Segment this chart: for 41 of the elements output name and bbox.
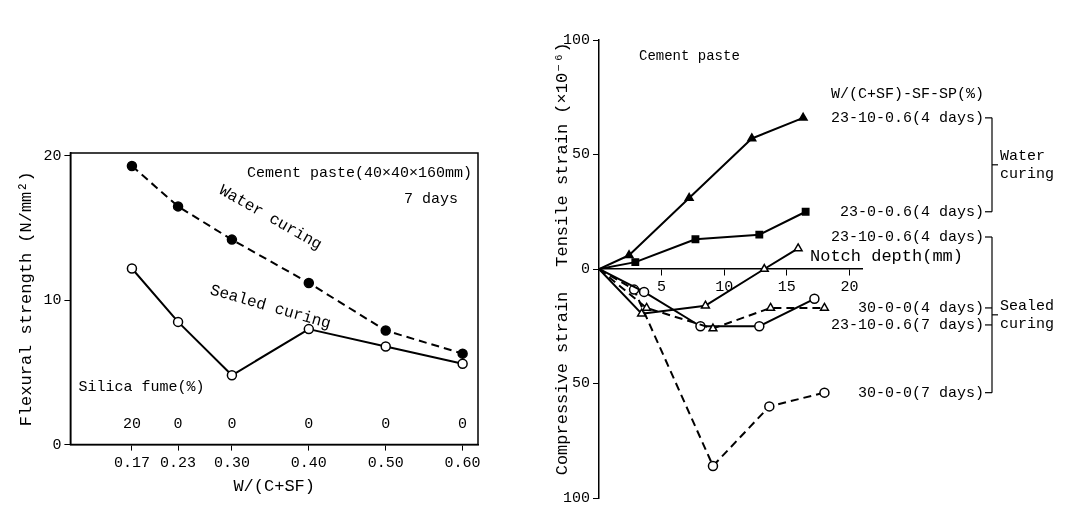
text: Sealed curing [207,281,333,334]
x-tick-label: 15 [777,278,796,296]
x-tick-label: 5 [657,278,667,296]
annotation: Cement paste(40×40×160mm) [246,164,472,182]
annotation: 7 days [403,190,458,208]
annotation: 0 [304,415,314,433]
annotation: 0 [381,415,391,433]
x-tick-label: 0.40 [290,454,327,472]
y-axis-title: Flexural strength (N/mm²) [16,171,36,427]
y-tick-label: 100 [562,489,590,507]
legend-label: 23-10-0.6(4 days) [830,228,984,246]
x-tick-label: 0.60 [444,454,481,472]
annotation: Silica fume(%) [78,378,205,396]
x-tick-label: 0.30 [213,454,250,472]
legend-label: 30-0-0(7 days) [857,384,984,402]
y-tick-label: 20 [43,147,62,165]
x-tick-label: 0.17 [113,454,150,472]
x-tick-label: 20 [840,278,859,296]
y-tick-label: 50 [571,375,590,393]
x-axis-title: Notch depth(mm) [810,246,964,266]
legend-label: 23-0-0.6(4 days) [839,203,984,221]
y-tick-label: 50 [571,146,590,164]
y-tick-label: 10 [43,292,62,310]
text: Sealed curing [1000,297,1055,333]
annotation: 0 [458,415,468,433]
text: Compressive strain [552,291,572,476]
text: Water curing [1000,147,1055,183]
legend-label: 23-10-0.6(7 days) [830,316,984,334]
annotation: 20 [122,415,141,433]
y-tick-label: 0 [580,260,590,278]
legend-label: 30-0-0(4 days) [857,299,984,317]
x-tick-label: 0.50 [367,454,404,472]
annotation: 0 [227,415,237,433]
x-tick-label: 0.23 [160,454,197,472]
text: Cement paste [639,47,740,64]
legend-title: W/(C+SF)-SF-SP(%) [830,85,984,103]
y-tick-label: 0 [52,436,62,454]
legend-label: 23-10-0.6(4 days) [830,109,984,127]
x-tick-label: 10 [715,278,734,296]
x-axis-title: W/(C+SF) [233,477,316,497]
annotation: 0 [173,415,183,433]
